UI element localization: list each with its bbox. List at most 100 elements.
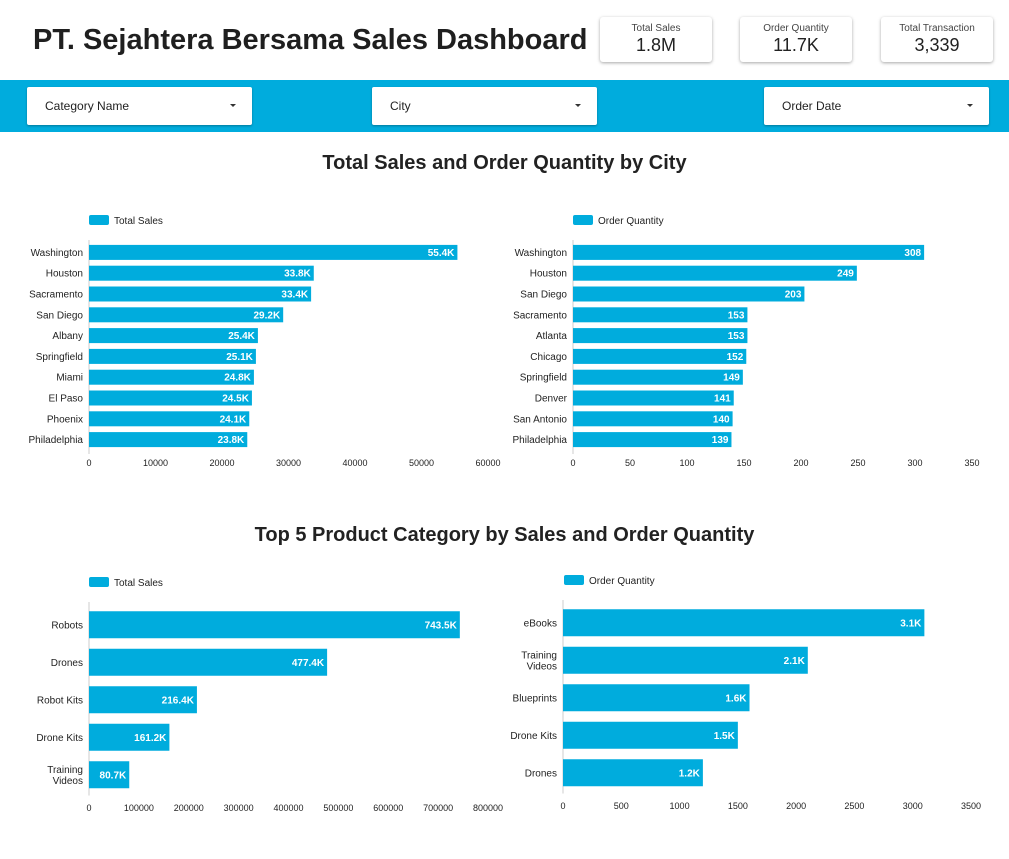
caret-down-icon: [575, 104, 581, 107]
bar: [563, 684, 750, 712]
data-label: 249: [837, 269, 854, 280]
x-tick-label: 800000: [473, 803, 503, 813]
filter-label: Order Date: [782, 99, 842, 113]
kpi-value: 1.8M: [635, 35, 677, 55]
x-tick-label: 150: [736, 458, 751, 468]
legend-swatch: [573, 215, 593, 225]
bar: [89, 390, 252, 406]
data-label: 2.1K: [784, 656, 806, 667]
x-tick-label: 200: [793, 458, 808, 468]
x-tick-label: 0: [570, 458, 575, 468]
order-date-filter[interactable]: Order Date: [764, 87, 989, 125]
data-label: 308: [904, 248, 921, 259]
x-tick-label: 3000: [903, 801, 923, 811]
x-tick-label: 350: [964, 458, 979, 468]
category-label: Atlanta: [536, 331, 568, 342]
x-tick-label: 40000: [342, 458, 367, 468]
x-tick-label: 0: [86, 803, 91, 813]
category-name-filter[interactable]: Category Name: [27, 87, 252, 125]
caret-down-icon: [230, 104, 236, 107]
category-label: Sacramento: [29, 290, 83, 301]
category-label: Springfield: [520, 373, 567, 384]
data-label: 23.8K: [218, 435, 245, 446]
bar: [89, 648, 328, 676]
bar: [89, 348, 256, 364]
category-section-title: Top 5 Product Category by Sales and Orde…: [254, 524, 755, 546]
kpi-total-transaction: Total Transaction 3,339: [881, 17, 993, 62]
category-label: San Diego: [36, 310, 83, 321]
data-label: 203: [785, 290, 802, 301]
category-label: Drone Kits: [510, 731, 557, 742]
x-tick-label: 1000: [670, 801, 690, 811]
kpi-label: Total Sales: [631, 23, 681, 34]
bar: [89, 328, 258, 344]
dashboard-header: PT. Sejahtera Bersama Sales Dashboard To…: [0, 0, 1009, 80]
kpi-label: Order Quantity: [763, 23, 829, 34]
x-tick-label: 250: [850, 458, 865, 468]
filter-label: Category Name: [45, 99, 130, 113]
city-section-title: Total Sales and Order Quantity by City: [322, 152, 687, 174]
x-tick-label: 20000: [209, 458, 234, 468]
data-label: 139: [712, 435, 729, 446]
category-label: Robots: [51, 620, 83, 631]
category-label: Denver: [535, 394, 568, 405]
data-label: 216.4K: [162, 695, 195, 706]
x-tick-label: 2000: [786, 801, 806, 811]
category-label: Sacramento: [513, 310, 567, 321]
x-tick-label: 0: [86, 458, 91, 468]
category-label: Miami: [56, 373, 83, 384]
legend-swatch: [89, 215, 109, 225]
bar: [89, 244, 458, 260]
category-label: Phoenix: [47, 414, 83, 425]
category-label: Drones: [525, 768, 557, 779]
data-label: 3.1K: [900, 618, 922, 629]
data-label: 24.8K: [224, 373, 251, 384]
category-label: eBooks: [524, 618, 557, 629]
filter-bar: Category Name City Order Date: [0, 80, 1009, 132]
bar: [563, 759, 703, 787]
bar: [89, 411, 250, 427]
category-label: El Paso: [49, 394, 84, 405]
data-label: 743.5K: [425, 620, 458, 631]
bar: [89, 265, 314, 281]
x-tick-label: 50: [625, 458, 635, 468]
legend-swatch: [89, 577, 109, 587]
category-label: Philadelphia: [29, 435, 84, 446]
category-label: Houston: [530, 269, 567, 280]
city-filter[interactable]: City: [372, 87, 597, 125]
x-tick-label: 300000: [224, 803, 254, 813]
category-label: Philadelphia: [513, 435, 568, 446]
bar: [573, 348, 747, 364]
bar: [89, 686, 197, 714]
bar: [563, 609, 925, 637]
x-tick-label: 100000: [124, 803, 154, 813]
legend-label: Total Sales: [114, 578, 163, 589]
bar: [573, 244, 925, 260]
data-label: 149: [723, 373, 740, 384]
data-label: 24.5K: [222, 394, 249, 405]
x-tick-label: 600000: [373, 803, 403, 813]
data-label: 55.4K: [428, 248, 455, 259]
x-tick-label: 100: [679, 458, 694, 468]
category-label: Springfield: [36, 352, 83, 363]
x-tick-label: 3500: [961, 801, 981, 811]
category-label: Albany: [52, 331, 83, 342]
x-tick-label: 500000: [323, 803, 353, 813]
data-label: 141: [714, 394, 731, 405]
data-label: 153: [728, 310, 745, 321]
bar: [89, 723, 170, 751]
bar: [89, 369, 254, 385]
x-tick-label: 700000: [423, 803, 453, 813]
category-label: Washington: [31, 248, 83, 259]
category-label: Chicago: [530, 352, 567, 363]
bar: [573, 390, 734, 406]
data-label: 33.8K: [284, 269, 311, 280]
category-label: Training Videos: [521, 650, 557, 672]
bar: [573, 411, 733, 427]
kpi-total-sales: Total Sales 1.8M: [600, 17, 712, 62]
data-label: 161.2K: [134, 733, 167, 744]
page-title: PT. Sejahtera Bersama Sales Dashboard: [33, 24, 588, 56]
bar: [89, 286, 312, 302]
